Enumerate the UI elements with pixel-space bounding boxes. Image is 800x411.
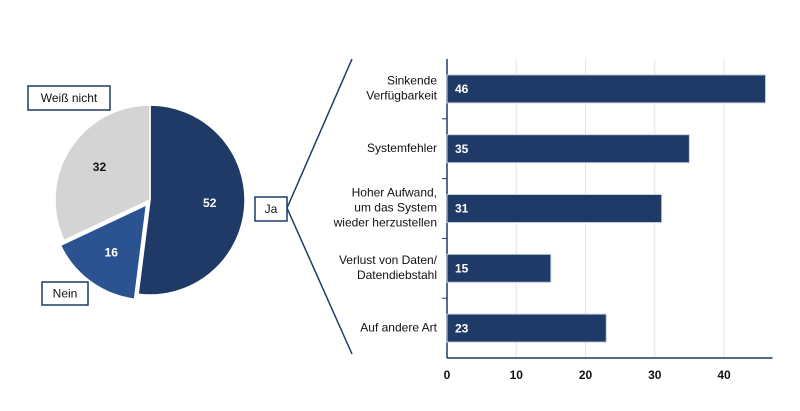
bar-value-label: 31 [455, 202, 469, 216]
bar-value-label: 35 [455, 142, 469, 156]
pie-slice [137, 104, 246, 296]
bar [446, 253, 552, 283]
y-tick-label: Auf andere Art [360, 320, 437, 334]
x-tick-label: 20 [579, 368, 593, 382]
slice-label: Weiß nicht [41, 91, 98, 105]
bar [446, 134, 690, 164]
x-tick-label: 30 [648, 368, 662, 382]
legend-box [254, 196, 288, 222]
slice-label: Ja [265, 202, 278, 216]
slice-label: Nein [53, 287, 78, 301]
y-tick-label: Hoher Aufwand, um das System wieder herzus… [333, 186, 437, 230]
slice-value-label: 52 [203, 196, 217, 210]
slice-value-label: 32 [93, 160, 107, 174]
slice-value-label: 16 [105, 245, 119, 259]
bracket-line [286, 58, 353, 209]
x-tick-label: 40 [717, 368, 731, 382]
y-tick-label: Systemfehler [367, 141, 437, 155]
y-tick-label: Sinkende Verfügbarkeit [366, 74, 437, 103]
y-tick-label: Verlust von Daten/Datendiebstahl [339, 253, 438, 282]
x-tick-label: 0 [444, 368, 451, 382]
pie-slice [59, 203, 148, 300]
legend-box [27, 85, 111, 111]
bar [446, 74, 767, 104]
pie-slice [54, 104, 151, 242]
x-tick-label: 10 [510, 368, 524, 382]
bar [446, 194, 663, 223]
bar [446, 313, 607, 343]
legend-box [41, 281, 89, 306]
bar-value-label: 15 [455, 261, 469, 275]
bar-value-label: 23 [455, 321, 469, 335]
bracket-line [286, 207, 353, 355]
bar-value-label: 46 [455, 82, 469, 96]
